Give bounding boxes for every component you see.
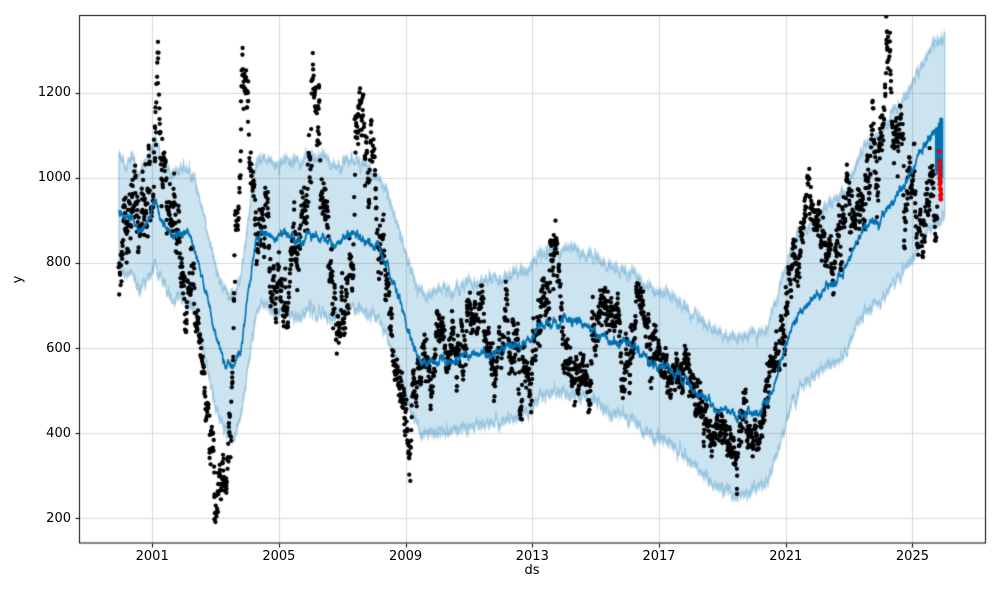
- y-tick-label: 600: [46, 340, 71, 356]
- x-tick-label: 2001: [135, 549, 169, 564]
- y-tick-label: 1200: [37, 85, 71, 101]
- y-tick-label: 1000: [37, 170, 71, 186]
- y-tick-label: 200: [46, 510, 71, 526]
- y-tick-label: 400: [46, 425, 71, 441]
- x-tick-label: 2013: [515, 549, 549, 564]
- x-tick-label: 2021: [769, 549, 803, 564]
- x-tick-label: 2017: [642, 549, 676, 564]
- y-tick-label: 800: [46, 255, 71, 271]
- x-tick-label: 2005: [262, 549, 296, 564]
- x-tick-label: 2025: [895, 549, 929, 564]
- x-tick-label: 2009: [389, 549, 423, 564]
- x-axis-label: ds: [524, 563, 540, 578]
- y-axis-label: y: [10, 275, 26, 284]
